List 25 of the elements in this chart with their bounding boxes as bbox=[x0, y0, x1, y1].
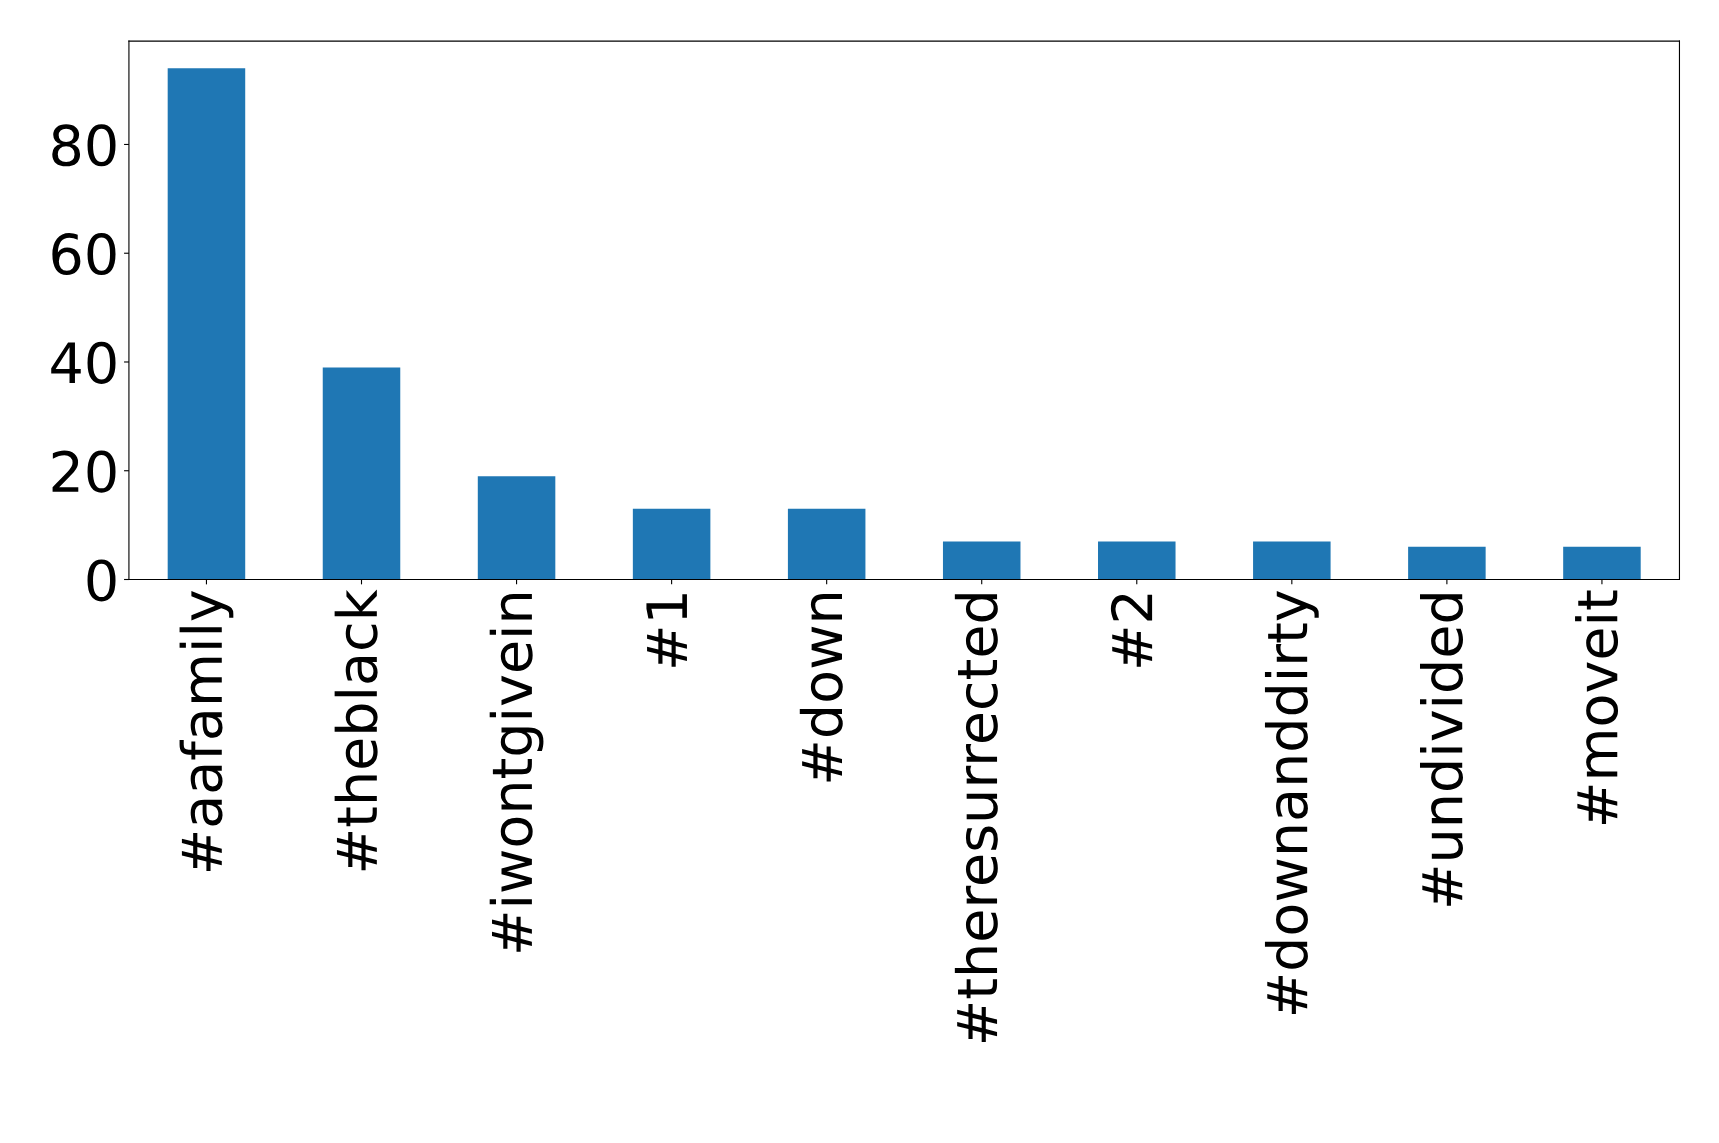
bar bbox=[1408, 546, 1486, 580]
x-tick-label: #theresurrected bbox=[954, 594, 998, 1042]
x-tick-label: #downanddirty bbox=[1264, 590, 1319, 1015]
x-tick-label: #1 bbox=[646, 594, 687, 667]
x-tick-label: #iwontgivein bbox=[489, 593, 544, 952]
bar bbox=[1253, 541, 1331, 580]
y-tick-label: 20 bbox=[52, 450, 116, 493]
y-tick-label: 60 bbox=[52, 233, 116, 276]
bar bbox=[787, 508, 866, 580]
bar bbox=[167, 68, 246, 580]
y-tick-label: 40 bbox=[51, 341, 116, 384]
bar bbox=[942, 541, 1021, 580]
bar bbox=[1098, 541, 1176, 580]
bar bbox=[632, 508, 711, 580]
bar bbox=[477, 476, 556, 580]
bar bbox=[322, 367, 401, 580]
bar bbox=[1563, 546, 1641, 580]
y-tick-label: 0 bbox=[87, 559, 116, 602]
x-tick-label: #moveit bbox=[1575, 590, 1619, 824]
y-tick-label: 80 bbox=[52, 124, 116, 167]
x-tick-label: #down bbox=[799, 593, 843, 782]
x-tick-label: #theblack bbox=[334, 589, 378, 871]
x-tick-label: #undivided bbox=[1420, 594, 1463, 906]
x-tick-label: #aafamily bbox=[179, 590, 234, 872]
x-tick-label: #2 bbox=[1110, 594, 1153, 667]
